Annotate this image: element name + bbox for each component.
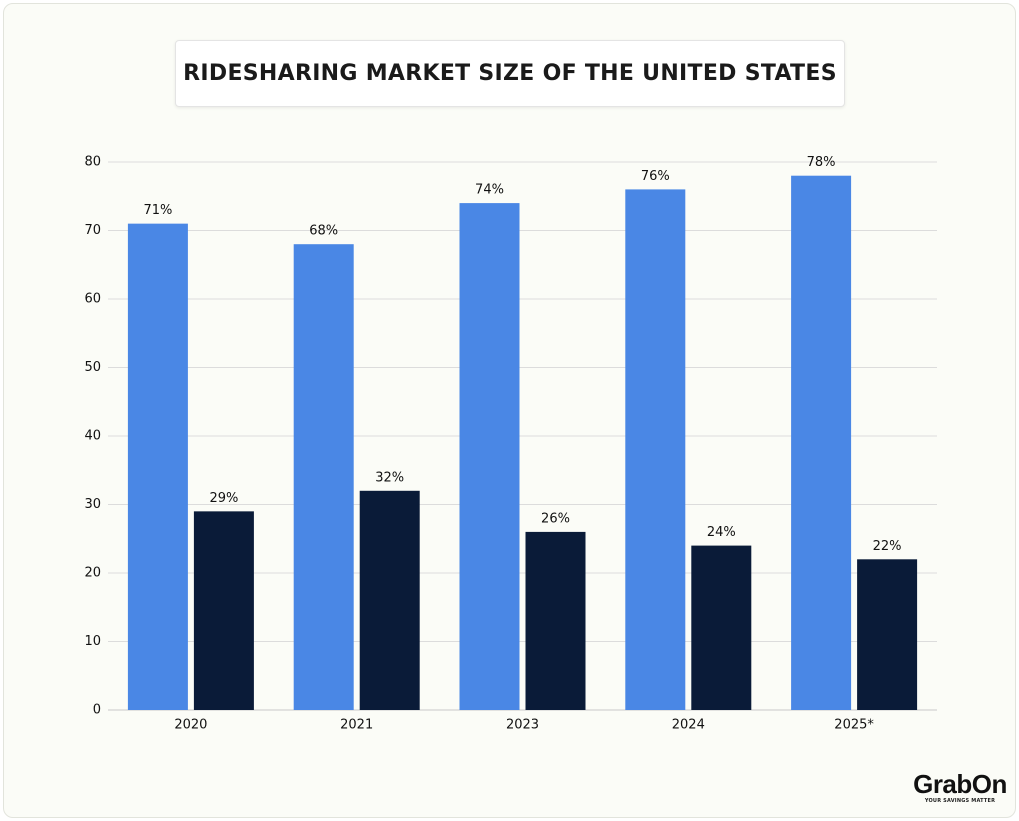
y-tick-label: 30 [84, 497, 101, 512]
value-label: 78% [807, 155, 836, 170]
bar [459, 203, 520, 710]
bar [691, 545, 752, 710]
value-label: 68% [309, 224, 338, 239]
bar [359, 490, 420, 710]
x-tick-label: 2025* [834, 718, 874, 733]
chart-title: RIDESHARING MARKET SIZE OF THE UNITED ST… [175, 40, 845, 107]
value-label: 32% [375, 470, 404, 485]
logo: GrabOn YOUR SAVINGS MATTER [912, 770, 1008, 804]
value-label: 29% [209, 491, 238, 506]
y-tick-label: 50 [84, 360, 101, 375]
y-tick-label: 0 [93, 703, 101, 718]
x-tick-label: 2023 [506, 718, 539, 733]
y-tick-label: 60 [84, 292, 101, 307]
bar [791, 175, 852, 710]
value-label: 76% [641, 169, 670, 184]
bar [625, 189, 686, 710]
logo-tagline: YOUR SAVINGS MATTER [924, 798, 996, 804]
bar [127, 223, 188, 710]
y-tick-label: 40 [84, 429, 101, 444]
bar [525, 531, 586, 710]
bar [193, 511, 254, 710]
x-tick-label: 2024 [672, 718, 705, 733]
bar [857, 559, 918, 710]
logo-name: GrabOn [913, 769, 1007, 799]
value-label: 24% [707, 525, 736, 540]
value-label: 26% [541, 511, 570, 526]
y-tick-label: 70 [84, 223, 101, 238]
bar [293, 244, 354, 710]
x-tick-label: 2020 [174, 718, 207, 733]
y-tick-label: 20 [84, 566, 101, 581]
x-tick-label: 2021 [340, 718, 373, 733]
value-label: 71% [143, 203, 172, 218]
y-tick-label: 80 [84, 155, 101, 170]
value-label: 74% [475, 183, 504, 198]
value-label: 22% [873, 539, 902, 554]
y-tick-label: 10 [84, 634, 101, 649]
